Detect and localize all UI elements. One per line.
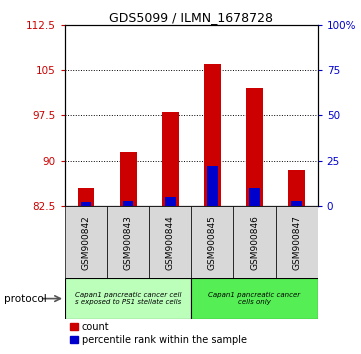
Bar [165,197,175,206]
Bar [81,202,91,206]
Text: GSM900845: GSM900845 [208,215,217,270]
Bar [291,201,302,206]
Bar [107,206,149,279]
Bar [234,206,275,279]
Text: GSM900844: GSM900844 [166,215,175,270]
Bar [120,152,136,206]
Bar [207,166,218,206]
Bar [246,88,263,206]
Text: Capan1 pancreatic cancer cell
s exposed to PS1 stellate cells: Capan1 pancreatic cancer cell s exposed … [75,292,182,305]
Bar [78,188,95,206]
Bar [65,279,191,319]
Bar [191,279,318,319]
Text: GSM900842: GSM900842 [82,215,91,270]
Bar [249,188,260,206]
Bar [288,170,305,206]
Bar [191,206,234,279]
Bar [149,206,191,279]
Legend: count, percentile rank within the sample: count, percentile rank within the sample [70,322,247,344]
Bar [275,206,318,279]
Title: GDS5099 / ILMN_1678728: GDS5099 / ILMN_1678728 [109,11,273,24]
Bar [204,64,221,206]
Text: GSM900843: GSM900843 [124,215,132,270]
Bar [123,201,134,206]
Text: GSM900847: GSM900847 [292,215,301,270]
Bar [162,112,179,206]
Text: protocol: protocol [4,294,46,304]
Text: Capan1 pancreatic cancer
cells only: Capan1 pancreatic cancer cells only [208,292,301,305]
Text: GSM900846: GSM900846 [250,215,259,270]
Bar [65,206,107,279]
